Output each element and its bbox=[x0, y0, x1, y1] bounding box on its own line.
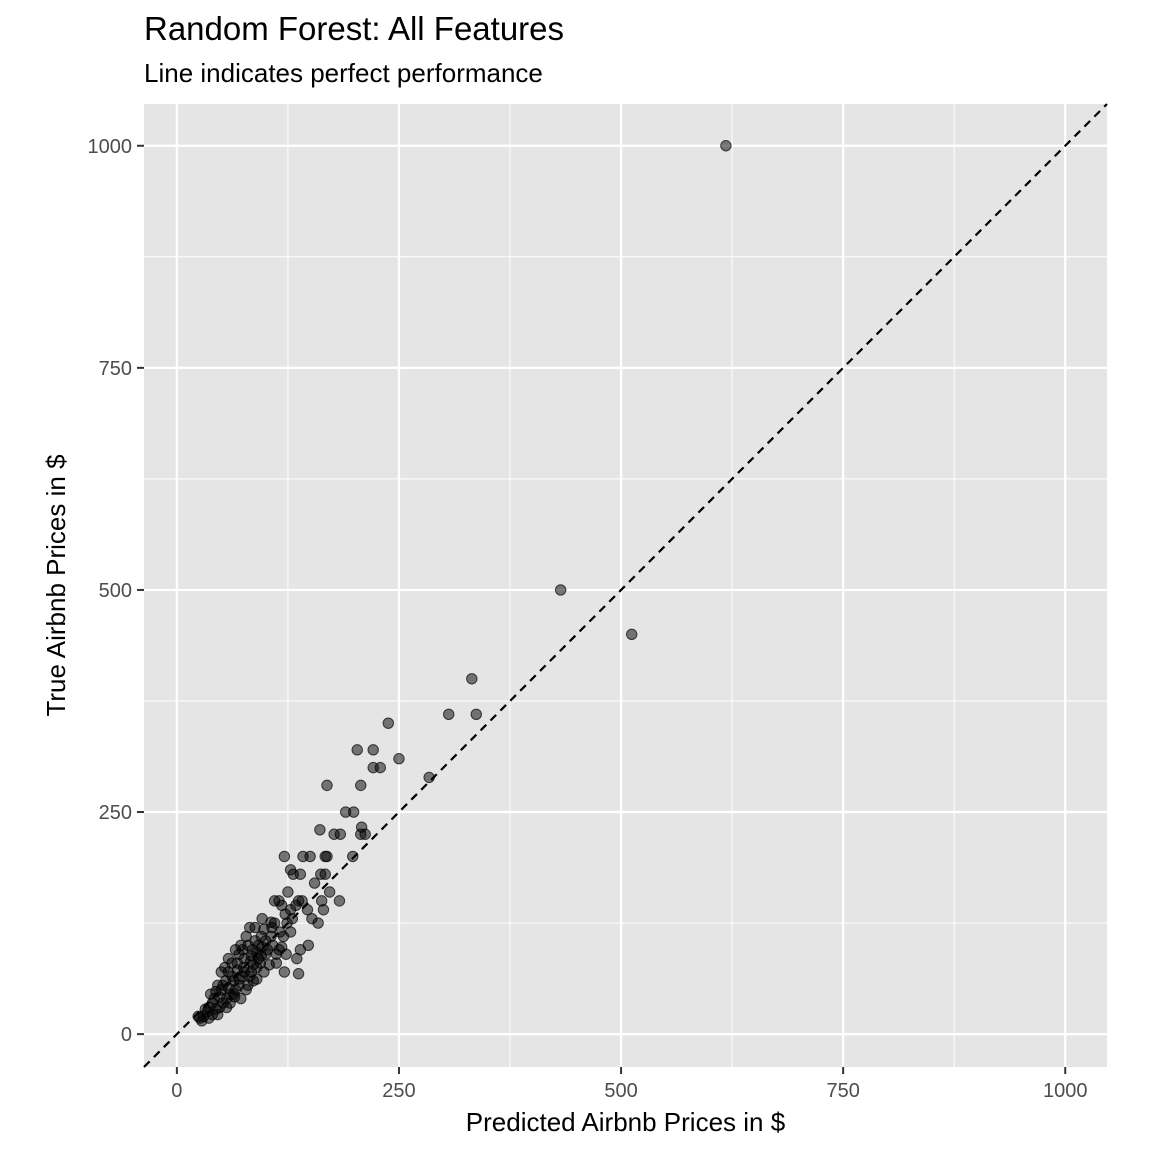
data-point bbox=[275, 941, 288, 953]
data-point bbox=[323, 886, 336, 898]
x-tick-label: 0 bbox=[171, 1080, 182, 1102]
chart-subtitle: Line indicates perfect performance bbox=[144, 58, 543, 88]
data-point bbox=[470, 708, 482, 721]
y-tick-label: 1000 bbox=[88, 136, 133, 158]
data-point bbox=[367, 744, 379, 756]
grid-minor bbox=[144, 104, 1107, 1067]
data-point bbox=[304, 850, 316, 863]
y-tick-label: 750 bbox=[99, 358, 132, 380]
data-point bbox=[292, 968, 305, 980]
data-point bbox=[317, 904, 330, 916]
data-point bbox=[278, 966, 291, 978]
data-point bbox=[228, 988, 240, 1000]
data-point bbox=[319, 868, 331, 880]
y-tick-label: 0 bbox=[121, 1024, 132, 1046]
data-point bbox=[231, 957, 243, 969]
data-point bbox=[443, 708, 455, 721]
data-point bbox=[278, 850, 291, 863]
grid-major bbox=[144, 104, 1107, 1067]
data-point bbox=[268, 917, 281, 929]
data-point bbox=[351, 744, 363, 756]
data-point bbox=[251, 973, 263, 985]
data-point bbox=[302, 939, 315, 951]
data-point bbox=[359, 828, 371, 840]
x-tick-label: 1000 bbox=[1043, 1080, 1088, 1102]
data-point bbox=[308, 877, 321, 889]
data-point bbox=[256, 941, 268, 953]
data-point bbox=[192, 1010, 204, 1023]
data-point bbox=[347, 806, 360, 818]
y-tick-label: 250 bbox=[99, 802, 132, 824]
data-point bbox=[466, 673, 478, 685]
data-point bbox=[393, 753, 405, 765]
reference-line bbox=[143, 103, 1108, 1068]
data-point bbox=[382, 717, 395, 729]
data-points bbox=[192, 140, 732, 1027]
x-tick-label: 500 bbox=[604, 1080, 637, 1102]
data-point bbox=[334, 828, 347, 840]
data-point bbox=[238, 966, 251, 978]
data-point bbox=[265, 930, 277, 943]
y-tick-label: 500 bbox=[99, 580, 132, 602]
data-point bbox=[554, 584, 567, 596]
data-point bbox=[314, 824, 326, 836]
chart-title: Random Forest: All Features bbox=[144, 10, 564, 47]
data-point bbox=[312, 917, 324, 929]
data-point bbox=[294, 868, 307, 880]
data-point bbox=[347, 850, 359, 863]
x-axis-ticks: 0 250 500 750 1000 bbox=[171, 1067, 1087, 1102]
data-point bbox=[212, 1008, 224, 1021]
data-point bbox=[284, 926, 297, 938]
data-point bbox=[282, 886, 294, 898]
data-point bbox=[374, 761, 387, 774]
x-axis-title: Predicted Airbnb Prices in $ bbox=[466, 1107, 786, 1137]
data-point bbox=[626, 628, 638, 641]
data-point bbox=[236, 944, 249, 956]
y-axis-title: True Airbnb Prices in $ bbox=[41, 454, 71, 717]
data-point bbox=[321, 779, 333, 792]
perfect-performance-line bbox=[143, 103, 1108, 1068]
data-point bbox=[720, 140, 732, 152]
data-point bbox=[333, 895, 346, 907]
data-point bbox=[290, 899, 302, 912]
data-point bbox=[355, 779, 367, 792]
x-tick-label: 250 bbox=[382, 1080, 415, 1102]
data-point bbox=[321, 850, 333, 863]
y-axis-ticks: 0 250 500 750 1000 bbox=[88, 136, 144, 1046]
x-tick-label: 750 bbox=[826, 1080, 859, 1102]
